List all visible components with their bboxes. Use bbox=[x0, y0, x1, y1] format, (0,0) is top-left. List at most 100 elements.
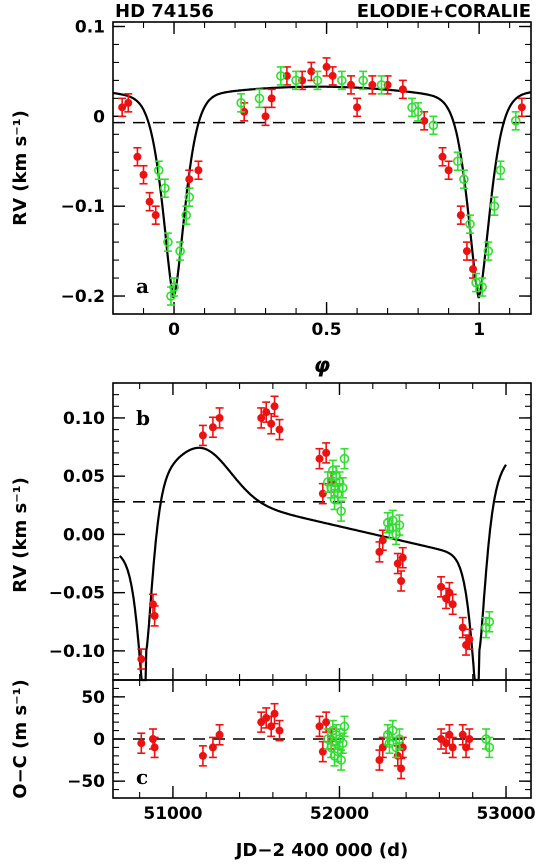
x-tick-label: 0 bbox=[168, 320, 180, 340]
panel-a-title-left: HD 74156 bbox=[115, 1, 214, 22]
marker bbox=[484, 616, 495, 627]
panel-b-model-curve bbox=[118, 446, 507, 682]
data-point bbox=[339, 447, 350, 470]
data-point bbox=[465, 214, 475, 234]
data-point bbox=[407, 97, 417, 118]
marker bbox=[376, 80, 387, 90]
marker bbox=[315, 722, 324, 731]
marker bbox=[428, 120, 439, 131]
marker bbox=[448, 600, 457, 609]
marker bbox=[394, 734, 405, 744]
marker bbox=[384, 738, 395, 749]
data-point bbox=[175, 241, 185, 261]
marker bbox=[148, 735, 157, 743]
marker bbox=[328, 71, 337, 80]
panel-b-ylabel: RV (km s⁻¹) bbox=[10, 477, 31, 593]
data-point bbox=[254, 88, 265, 109]
data-point bbox=[328, 66, 337, 86]
data-point bbox=[337, 70, 347, 91]
y-tick-label: −50 bbox=[67, 772, 105, 792]
marker bbox=[462, 247, 471, 256]
marker bbox=[198, 751, 207, 760]
marker bbox=[338, 738, 348, 749]
data-point bbox=[413, 102, 423, 122]
marker bbox=[394, 520, 405, 530]
data-point bbox=[208, 416, 217, 439]
data-point bbox=[353, 97, 362, 118]
marker bbox=[270, 402, 279, 411]
marker bbox=[510, 116, 521, 126]
data-point bbox=[510, 111, 521, 131]
marker bbox=[148, 600, 157, 609]
marker bbox=[444, 166, 453, 175]
data-point bbox=[318, 482, 327, 505]
marker bbox=[150, 743, 159, 752]
data-point bbox=[339, 715, 350, 738]
panel-a-points bbox=[118, 57, 526, 306]
y-tick-label: 0.10 bbox=[63, 409, 105, 429]
data-point bbox=[137, 648, 146, 670]
data-point bbox=[465, 728, 474, 750]
data-point bbox=[267, 412, 276, 435]
data-point bbox=[428, 115, 439, 136]
marker bbox=[358, 75, 368, 86]
data-point bbox=[137, 732, 146, 755]
marker bbox=[471, 277, 481, 288]
marker bbox=[398, 553, 407, 562]
data-point bbox=[275, 719, 284, 742]
x-tick-label: 1 bbox=[473, 320, 485, 340]
marker bbox=[150, 611, 159, 620]
data-point bbox=[483, 241, 494, 261]
marker bbox=[459, 174, 469, 185]
data-point bbox=[458, 616, 467, 639]
marker bbox=[437, 582, 446, 591]
panel-c-points bbox=[137, 702, 495, 780]
marker bbox=[257, 413, 266, 422]
x-tick-label: 53000 bbox=[476, 804, 535, 824]
marker bbox=[397, 577, 406, 585]
data-point bbox=[276, 66, 286, 86]
data-point bbox=[517, 97, 526, 118]
marker bbox=[465, 219, 475, 229]
marker bbox=[185, 175, 194, 184]
panel-a-frame bbox=[112, 21, 532, 315]
marker bbox=[270, 709, 279, 718]
marker bbox=[489, 201, 500, 211]
data-point bbox=[312, 70, 323, 91]
panel-b-points bbox=[137, 395, 495, 670]
panel-a-ylabel: RV (km s⁻¹) bbox=[10, 110, 31, 226]
marker bbox=[477, 282, 487, 292]
data-point bbox=[291, 70, 301, 91]
model-curve bbox=[112, 85, 532, 299]
y-tick-label: 0 bbox=[93, 730, 105, 750]
data-point bbox=[444, 160, 453, 181]
y-tick-label: 0 bbox=[93, 107, 105, 127]
marker bbox=[291, 75, 301, 86]
data-point bbox=[322, 57, 331, 77]
marker bbox=[484, 742, 495, 753]
marker bbox=[462, 641, 471, 650]
marker bbox=[337, 75, 347, 86]
data-point bbox=[459, 169, 469, 190]
panel-a-title-right: ELODIE+CORALIE bbox=[357, 1, 531, 22]
panel-a-xlabel: φ bbox=[314, 353, 330, 377]
marker bbox=[318, 489, 327, 498]
marker bbox=[307, 67, 316, 76]
marker bbox=[181, 210, 192, 220]
marker bbox=[133, 152, 142, 161]
marker bbox=[215, 413, 224, 422]
data-point bbox=[438, 146, 447, 167]
y-tick-label: −0.05 bbox=[49, 584, 105, 604]
marker bbox=[452, 156, 463, 167]
data-point bbox=[338, 477, 348, 499]
data-point bbox=[477, 277, 487, 297]
marker bbox=[339, 721, 350, 732]
data-point bbox=[471, 272, 481, 293]
panel-a-ticks: 0 0.5 1 −0.2 −0.1 0 0.1 bbox=[61, 17, 531, 340]
marker bbox=[198, 431, 207, 440]
marker bbox=[456, 211, 465, 220]
marker bbox=[465, 635, 474, 644]
data-point bbox=[185, 169, 194, 190]
y-tick-label: −0.1 bbox=[61, 197, 105, 217]
marker bbox=[267, 419, 276, 428]
